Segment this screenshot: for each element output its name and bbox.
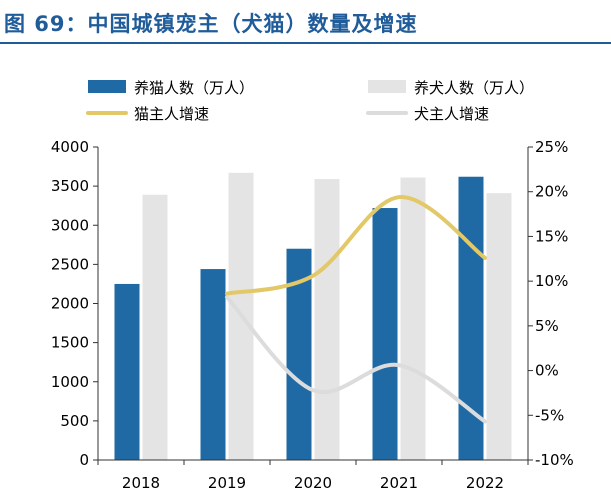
y-left-tick-label-3000: 3000 bbox=[51, 216, 89, 234]
y-left-tick-label-0: 0 bbox=[79, 451, 89, 469]
bar-dog-2020 bbox=[314, 179, 340, 460]
y-right-tick-label-0%: 0% bbox=[535, 362, 559, 380]
y-right-tick-label-20%: 20% bbox=[535, 183, 568, 201]
bar-cat-2021 bbox=[372, 208, 398, 460]
x-tick-label-2022: 2022 bbox=[466, 474, 504, 492]
bar-series-group bbox=[114, 172, 512, 461]
figure-title: 图 69：中国城镇宠主（犬猫）数量及增速 bbox=[4, 12, 418, 36]
bar-cat-2018 bbox=[114, 283, 140, 460]
figure-header: 图 69：中国城镇宠主（犬猫）数量及增速 bbox=[0, 0, 611, 46]
y-right-tick-label--10%: -10% bbox=[535, 451, 574, 469]
y-left-tick-label-2500: 2500 bbox=[51, 255, 89, 273]
legend-label-2: 猫主人增速 bbox=[134, 105, 209, 123]
y-right-tick-label-10%: 10% bbox=[535, 272, 568, 290]
y-left-tick-label-3500: 3500 bbox=[51, 177, 89, 195]
title-underline bbox=[0, 42, 611, 44]
y-left-tick-label-1000: 1000 bbox=[51, 373, 89, 391]
x-tick-label-2019: 2019 bbox=[208, 474, 246, 492]
line-series-group bbox=[225, 195, 487, 424]
legend-swatch-0 bbox=[88, 80, 126, 93]
x-tick-label-2018: 2018 bbox=[122, 474, 160, 492]
chart-axes: 0 500 1000 1500 2000 2500 3000 3500 4000 -10% -5% 0… bbox=[51, 138, 574, 492]
y-left-tick-label-4000: 4000 bbox=[51, 138, 89, 156]
y-right-tick-label-25%: 25% bbox=[535, 138, 568, 156]
bar-cat-2019 bbox=[200, 269, 226, 460]
y-left-tick-label-500: 500 bbox=[60, 412, 89, 430]
legend-swatch-1 bbox=[368, 80, 406, 93]
x-tick-label-2021: 2021 bbox=[380, 474, 418, 492]
line-cat-owner-growth bbox=[225, 195, 487, 296]
y-left-tick-label-1500: 1500 bbox=[51, 334, 89, 352]
x-tick-label-2020: 2020 bbox=[294, 474, 332, 492]
chart-legend: 养猫人数（万人） 养犬人数（万人） 猫主人增速 犬主人增速 bbox=[86, 79, 534, 123]
legend-label-1: 养犬人数（万人） bbox=[414, 79, 534, 97]
legend-label-3: 犬主人增速 bbox=[414, 105, 489, 123]
legend-label-0: 养猫人数（万人） bbox=[134, 79, 254, 97]
y-right-tick-label-15%: 15% bbox=[535, 227, 568, 245]
y-right-tick-label--5%: -5% bbox=[535, 406, 564, 424]
y-left-tick-label-2000: 2000 bbox=[51, 295, 89, 313]
bar-dog-2018 bbox=[142, 194, 168, 461]
bar-dog-2022 bbox=[486, 193, 512, 461]
line-dog-owner-growth bbox=[225, 295, 487, 424]
y-right-tick-label-5%: 5% bbox=[535, 317, 559, 335]
bar-dog-2021 bbox=[400, 177, 426, 460]
